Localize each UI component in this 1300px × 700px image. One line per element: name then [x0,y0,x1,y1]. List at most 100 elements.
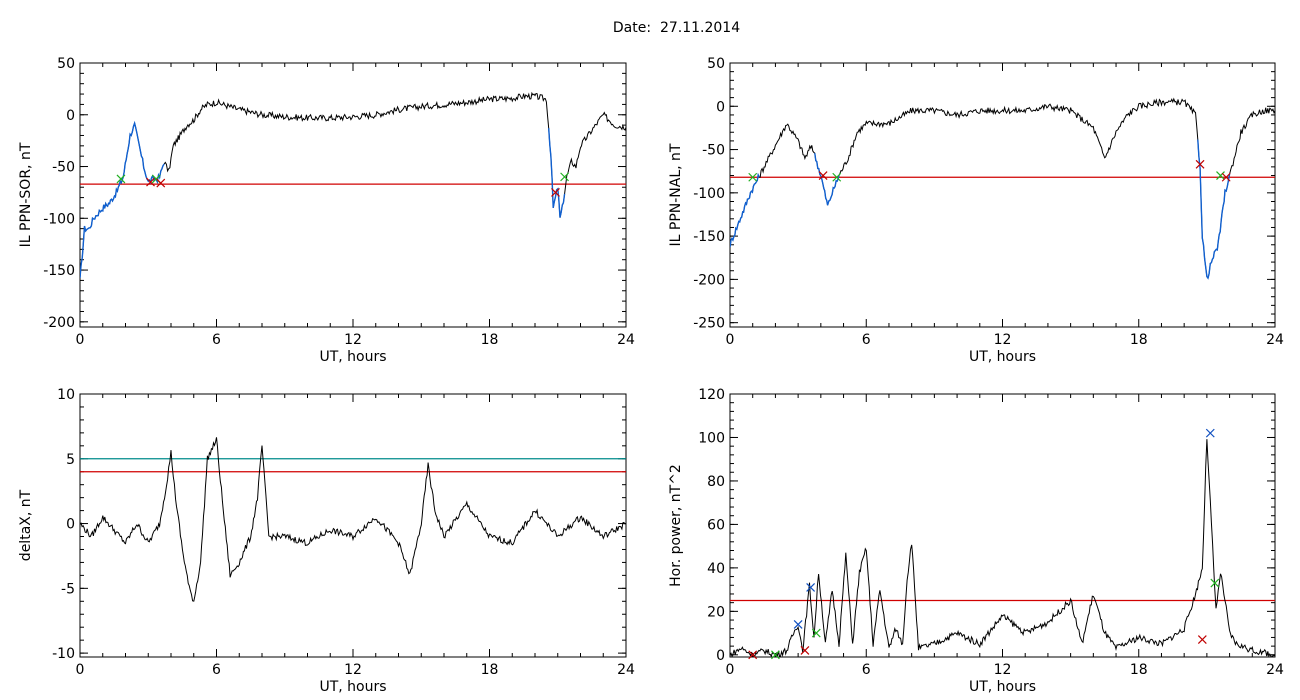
highlight-segment [1197,139,1231,280]
marker-red [748,650,758,660]
marker-stroke [806,583,816,592]
marker-green [770,650,780,660]
x-tick-label: 6 [862,662,871,678]
marker-green [748,172,758,182]
marker-stroke [770,650,780,660]
y-tick-label: -50 [702,143,725,159]
marker-stroke [156,178,166,188]
y-tick-label: -150 [693,229,725,245]
page-title: Date: 27.11.2014 [612,20,741,36]
x-tick-label: 6 [862,332,871,348]
marker-green [1210,578,1220,588]
marker-red [800,646,810,655]
marker-stroke [560,172,569,182]
marker-blue [1205,428,1215,438]
x-tick-label: 12 [344,332,362,348]
y-tick-label: -150 [43,263,75,279]
marker-stroke [1205,428,1215,438]
marker-green [832,172,842,182]
marker-stroke [116,174,126,184]
y-tick-label: -200 [43,315,75,331]
x-tick-label: 24 [617,662,635,678]
highlight-segment [814,153,840,206]
marker-red [156,178,166,188]
marker-red [1195,159,1205,169]
x-tick-label: 18 [1130,662,1148,678]
y-axis-label: IL PPN-SOR, nT [18,142,34,247]
marker-stroke [1195,159,1205,169]
x-tick-label: 12 [994,662,1012,678]
x-axis-label: UT, hours [969,349,1036,365]
plot-frame [79,62,627,328]
y-tick-label: -5 [61,581,75,597]
chart-panel-4: 0 6 12 18 24 120 100 80 60 40 20 0 UT, hours Hor. pow… [668,387,1284,695]
marker-stroke [1197,635,1207,645]
marker-stroke [748,172,758,182]
x-tick-label: 18 [481,332,499,348]
chart-panel-2: 0 6 12 18 24 50 0 -50 -100 -150 -200 -250 UT, hours I… [668,56,1284,365]
series-line [730,97,1275,280]
marker-green [560,172,569,182]
marker-stroke [811,628,821,638]
highlight-segment [548,128,566,218]
marker-stroke [146,177,155,187]
marker-red [1197,635,1207,645]
marker-red [146,177,155,187]
marker-blue [793,619,803,629]
y-tick-label: 0 [66,108,75,124]
marker-red [551,187,560,197]
marker-stroke [832,172,842,182]
y-tick-label: 0 [66,517,75,533]
x-tick-label: 18 [1130,332,1148,348]
y-tick-label: 5 [66,452,75,468]
marker-green [811,628,821,638]
x-tick-label: 12 [994,332,1012,348]
x-tick-label: 0 [726,662,735,678]
x-tick-label: 24 [1266,332,1284,348]
marker-red [818,171,828,180]
y-tick-label: 60 [707,517,725,533]
x-axis-label: UT, hours [969,679,1036,695]
marker-green [116,174,126,184]
y-tick-label: 40 [707,561,725,577]
x-tick-label: 18 [481,662,499,678]
y-tick-label: -10 [52,646,75,662]
x-tick-label: 0 [76,332,85,348]
x-tick-label: 6 [212,332,221,348]
marker-stroke [793,619,803,629]
y-tick-label: -100 [693,186,725,202]
marker-stroke [748,650,758,660]
marker-stroke [818,171,828,180]
x-axis-label: UT, hours [319,349,386,365]
series-line [80,91,626,278]
y-tick-label: 100 [698,430,725,446]
highlight-segment [80,120,165,278]
y-tick-label: 50 [707,56,725,72]
y-tick-label: 0 [716,648,725,664]
x-tick-label: 24 [617,332,635,348]
marker-stroke [151,174,161,184]
y-tick-label: 50 [57,56,75,72]
marker-stroke [551,187,560,197]
chart-panel-1: 0 6 12 18 24 50 0 -50 -100 -150 -200 UT, hours IL PP… [18,56,635,365]
marker-stroke [1216,171,1225,180]
x-tick-label: 24 [1266,662,1284,678]
marker-green [1216,171,1225,180]
plot-frame [79,393,627,658]
marker-stroke [1221,172,1231,182]
x-axis-label: UT, hours [319,679,386,695]
marker-blue [806,583,816,592]
y-tick-label: 0 [716,99,725,115]
y-tick-label: 80 [707,474,725,490]
y-axis-label: Hor. power, nT^2 [668,464,684,587]
x-tick-label: 0 [726,332,735,348]
plot-frame [729,62,1276,328]
y-tick-label: 120 [698,387,725,403]
x-tick-label: 12 [344,662,362,678]
series-line [730,439,1275,657]
marker-red [1221,172,1231,182]
y-axis-label: IL PPN-NAL, nT [668,143,684,246]
y-tick-label: -100 [43,211,75,227]
series-line [80,437,626,602]
